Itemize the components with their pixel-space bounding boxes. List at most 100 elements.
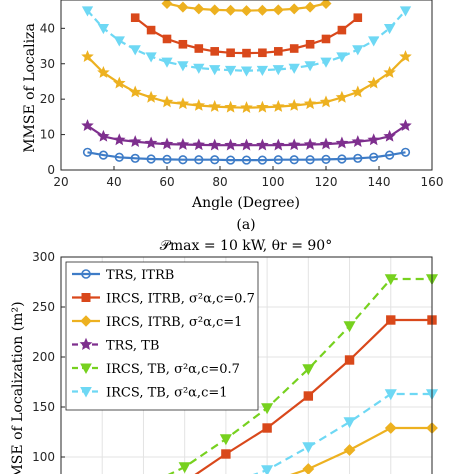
top-point: [383, 24, 396, 35]
legend-box: [65, 261, 259, 411]
legend-entry: IRCS, TB, σ²α,c=1: [72, 386, 228, 401]
top-point: [288, 3, 300, 15]
top-point: [193, 3, 205, 15]
bottom-point: [219, 434, 232, 446]
top-point: [337, 154, 347, 164]
legend-entry: TRS, ITRB: [72, 268, 174, 283]
top-point: [128, 85, 142, 98]
top-point: [193, 63, 205, 74]
legend-entry: TRS, TB: [72, 337, 159, 354]
top-point: [192, 138, 206, 151]
top-point: [303, 97, 317, 110]
top-point: [383, 129, 396, 142]
top-point: [320, 0, 332, 10]
top-point: [224, 65, 237, 76]
legend-marker: [80, 363, 92, 375]
bottom-ticks: 100 150 200 250 300: [32, 250, 65, 464]
bottom-ylabel: MSE of Localization (m²): [10, 301, 26, 474]
top-xlabel: Angle (Degree): [191, 195, 300, 211]
legend-marker: [80, 387, 92, 398]
legend-label: TRS, TB: [106, 339, 159, 354]
bottom-legend: TRS, ITRB IRCS, ITRB, σ²α,c=0.7 IRCS, ITRB…: [65, 261, 259, 411]
top-point: [288, 63, 300, 74]
top-series-4: [130, 13, 363, 58]
legend-entry: IRCS, ITRB, σ²α,c=1: [72, 315, 242, 330]
top-point: [161, 0, 173, 10]
top-point: [176, 137, 190, 150]
top-point: [287, 98, 301, 111]
top-point: [256, 138, 269, 151]
top-point: [130, 13, 140, 23]
top-point: [256, 4, 268, 16]
legend-label: IRCS, ITRB, σ²α,c=0.7: [106, 292, 255, 307]
bottom-point: [386, 315, 396, 325]
top-point: [335, 90, 349, 103]
top-point: [144, 90, 158, 103]
top-point: [224, 138, 237, 151]
top-point: [272, 138, 285, 151]
bottom-point: [384, 274, 397, 286]
legend-entry: IRCS, ITRB, σ²α,c=0.7: [72, 292, 255, 307]
top-point: [304, 61, 316, 72]
legend-label: IRCS, ITRB, σ²α,c=1: [106, 315, 242, 330]
top-point: [289, 155, 299, 165]
top-ylabel: MMSE of Localiza: [22, 23, 38, 153]
top-point: [289, 44, 299, 53]
top-point: [241, 155, 252, 165]
top-point: [240, 5, 253, 17]
top-point: [178, 39, 188, 49]
top-point: [319, 137, 333, 150]
top-point: [258, 48, 267, 58]
bottom-series-line-1: [167, 277, 432, 474]
top-point: [369, 152, 379, 162]
top-point: [129, 45, 141, 56]
bottom-point: [343, 444, 356, 456]
top-point: [146, 154, 156, 164]
bottom-axes-box: [60, 256, 433, 474]
top-xtick-label: 80: [212, 175, 227, 189]
top-point: [113, 36, 125, 47]
top-point: [113, 133, 126, 146]
top-point: [399, 50, 412, 63]
top-point: [145, 52, 157, 63]
top-point: [97, 66, 110, 78]
top-point: [210, 155, 220, 165]
bottom-ytick-label: 100: [32, 450, 55, 464]
bottom-point: [261, 403, 274, 415]
top-ytick-label: 40: [40, 21, 55, 35]
top-point: [321, 154, 331, 164]
top-point: [272, 65, 284, 76]
bottom-point: [261, 465, 274, 474]
legend-label: IRCS, TB, σ²α,c=1: [106, 386, 228, 401]
top-point: [399, 6, 412, 17]
top-point: [226, 48, 235, 58]
top-point: [161, 57, 173, 68]
top-ytick-label: 30: [40, 57, 55, 71]
top-series-5: [161, 0, 332, 17]
legend-label: IRCS, TB, σ²α,c=0.7: [106, 362, 240, 377]
top-point: [177, 1, 189, 13]
bottom-plot-area: [167, 274, 439, 474]
top-point: [305, 155, 315, 165]
top-point: [224, 100, 237, 113]
bottom-point: [178, 462, 191, 474]
top-point: [256, 100, 269, 113]
top-point: [351, 85, 365, 98]
bottom-series-line-2: [252, 392, 432, 474]
top-point: [128, 135, 142, 148]
top-point: [274, 47, 283, 56]
top-point: [144, 136, 158, 149]
top-point: [257, 155, 268, 165]
top-point: [162, 154, 172, 164]
top-series-1: [81, 119, 412, 151]
top-series-0: [82, 147, 411, 165]
top-point: [240, 101, 253, 114]
top-point: [367, 76, 380, 89]
bottom-ytick-label: 300: [32, 250, 55, 264]
top-point: [82, 147, 93, 157]
bottom-title: 𝒫max = 10 kW, θr = 90°: [160, 238, 332, 254]
top-point: [81, 50, 94, 63]
top-axes-box: [60, 0, 433, 171]
bottom-ytick-label: 200: [32, 350, 55, 364]
